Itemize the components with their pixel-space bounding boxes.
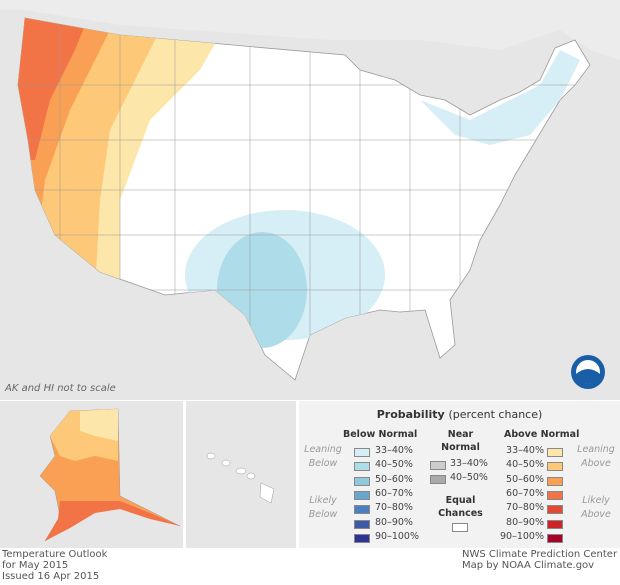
near-swatch-0 — [430, 461, 446, 470]
above-swatch-4 — [547, 505, 563, 515]
below-label-0: 33–40% — [375, 445, 413, 456]
hawaii-inset — [186, 401, 296, 548]
below-swatch-0 — [354, 448, 370, 457]
below-label-2: 50–60% — [375, 473, 413, 485]
above-swatch-3 — [547, 490, 563, 500]
above-swatch-6 — [547, 533, 563, 543]
above-swatch-2 — [547, 476, 563, 486]
noaa-logo — [571, 355, 605, 389]
above-label-2: 50–60% — [506, 473, 544, 485]
leaning-above-label: Leaning Above — [577, 444, 615, 469]
below-normal-header: Below Normal — [343, 429, 418, 440]
above-label-5: 80–90% — [506, 516, 544, 528]
leaning-below-label: Leaning Below — [304, 444, 342, 469]
above-normal-header: Above Normal — [504, 429, 580, 440]
footer-right: NWS Climate Prediction Center Map by NOAA… — [462, 549, 618, 571]
below-label-3: 60–70% — [375, 487, 413, 499]
above-label-4: 70–80% — [506, 502, 544, 514]
contiguous-us-map: AK and HI not to scale — [0, 0, 620, 400]
above-label-3: 60–70% — [506, 487, 544, 499]
below-label-6: 90–100% — [375, 530, 419, 542]
above-label-0: 33–40% — [506, 445, 544, 456]
equal-chances-swatch — [452, 523, 468, 532]
legend-title: Probability (percent chance) — [376, 408, 543, 421]
above-label-1: 40–50% — [506, 459, 544, 471]
near-swatch-1 — [430, 475, 446, 485]
below-swatch-2 — [354, 476, 370, 486]
above-swatch-0 — [547, 448, 563, 457]
below-swatch-4 — [354, 505, 370, 515]
above-swatch-1 — [547, 462, 563, 472]
footer-left: Temperature Outlook for May 2015 Issued 16… — [2, 549, 108, 582]
equal-chances-label: Equal — [445, 495, 476, 506]
near-normal-header: Near — [447, 429, 474, 440]
us-map-svg — [17, 17, 605, 389]
below-label-1: 40–50% — [375, 459, 413, 471]
likely-below-label: Likely Below — [308, 495, 338, 520]
below-swatch-1 — [354, 462, 370, 472]
below-swatch-5 — [354, 519, 370, 529]
above-label-6: 90–100% — [500, 530, 544, 542]
near-label-0: 33–40% — [450, 458, 488, 469]
near-normal-header-2: Normal — [441, 442, 480, 453]
probability-legend: Probability (percent chance) Below Norma… — [299, 401, 620, 548]
above-swatch-5 — [547, 519, 563, 529]
likely-above-label: Likely Above — [581, 495, 611, 520]
below-swatch-3 — [354, 490, 370, 500]
near-label-1: 40–50% — [450, 472, 488, 484]
below-swatch-6 — [354, 533, 370, 543]
alaska-inset — [0, 401, 183, 548]
below-label-4: 70–80% — [375, 502, 413, 514]
below-label-5: 80–90% — [375, 516, 413, 528]
scale-note: AK and HI not to scale — [5, 383, 116, 394]
equal-chances-label-2: Chances — [438, 508, 483, 519]
